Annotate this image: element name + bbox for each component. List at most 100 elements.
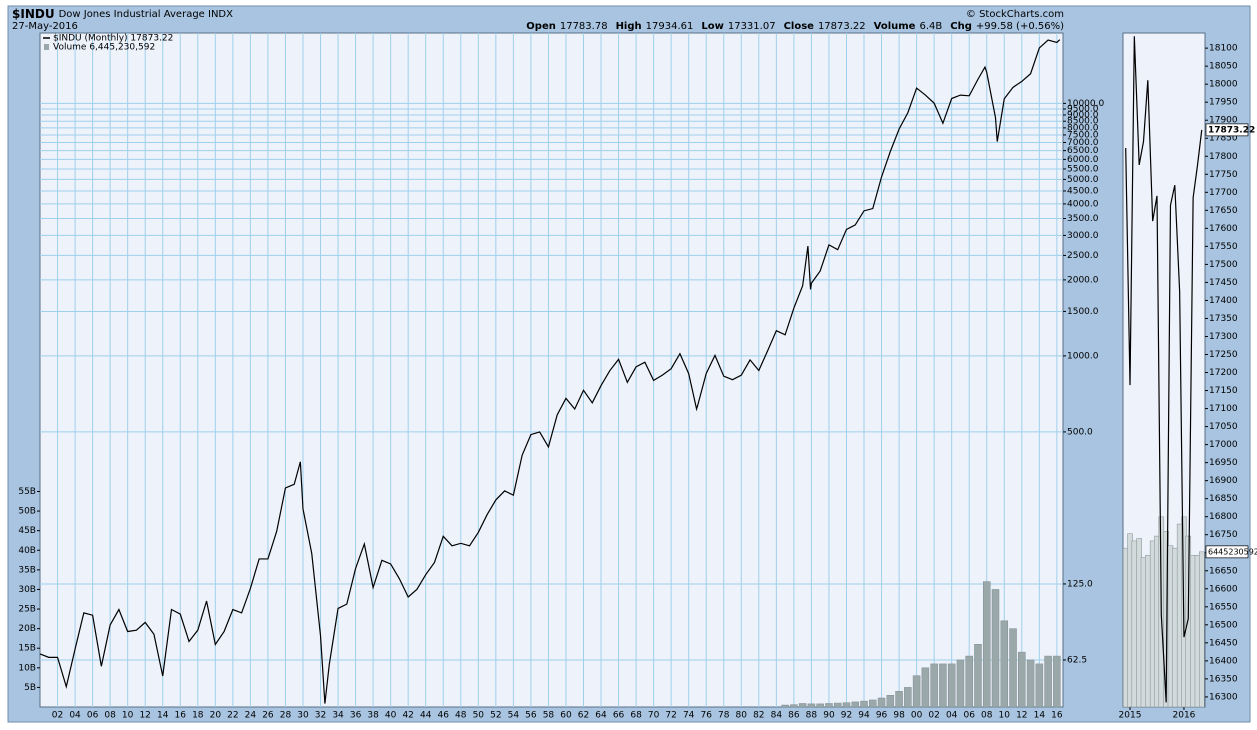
legend-label: Volume 6,445,230,592: [53, 43, 155, 53]
x-tick-label: 08: [104, 711, 116, 721]
y-tick-label: 17850: [1209, 134, 1238, 144]
volume-bar: [1199, 551, 1205, 708]
y2-tick-label: 20B: [18, 624, 36, 634]
volume-bar: [895, 691, 903, 708]
y-tick-label: 17300: [1209, 332, 1238, 342]
x-tick-label: 76: [700, 711, 712, 721]
y-tick-label: 2500.0: [1067, 251, 1099, 261]
y2-tick-label: 15B: [18, 644, 36, 654]
volume-bar: [1053, 655, 1061, 708]
y-tick-label: 16550: [1209, 602, 1238, 612]
volume-bar: [1035, 663, 1044, 708]
y-tick-label: 3000.0: [1067, 231, 1099, 241]
x-tick-label: 16: [1051, 711, 1063, 721]
price-line: [1125, 36, 1203, 703]
x-tick-label: 56: [525, 711, 537, 721]
x-tick-label: 18: [192, 711, 204, 721]
y-tick-label: 17900: [1209, 116, 1238, 126]
credit: © StockCharts.com: [966, 9, 1064, 20]
security-name: Dow Jones Industrial Average INDX: [59, 9, 234, 20]
volume-bar: [816, 703, 824, 708]
volume-bar: [1131, 540, 1138, 708]
y-tick-label: 125.0: [1067, 579, 1093, 589]
y-tick-label: 4000.0: [1067, 199, 1099, 209]
price-line: [39, 39, 1061, 704]
y-tick-label: 17600: [1209, 224, 1238, 234]
y2-tick-label: 10B: [18, 663, 36, 673]
y-tick-label: 17700: [1209, 188, 1238, 198]
x-tick-label: 10: [122, 711, 134, 721]
x-tick-label: 84: [771, 711, 783, 721]
x-tick-label: 46: [438, 711, 450, 721]
y-tick-label: 10000.0: [1067, 99, 1104, 109]
quote-value: 17873.22: [818, 21, 866, 32]
volume-bar: [1044, 655, 1052, 708]
y-tick-label: 5500.0: [1067, 164, 1099, 174]
y2-tick-label: 30B: [18, 585, 36, 595]
x-tick-label: 04: [69, 711, 81, 721]
x-tick-label: 34: [332, 711, 344, 721]
x-tick-label: 64: [595, 711, 607, 721]
y-tick-label: 17200: [1209, 368, 1238, 378]
x-tick-label: 00: [911, 711, 923, 721]
x-tick-label: 12: [1016, 711, 1027, 721]
date: 27-May-2016: [12, 21, 78, 32]
y2-tick-label: 25B: [18, 605, 36, 615]
quote-label: Volume: [874, 21, 916, 32]
x-tick-label: 62: [578, 711, 589, 721]
volume-bar: [869, 699, 877, 708]
x-tick-label: 94: [858, 711, 870, 721]
y2-tick-label: 50B: [18, 507, 36, 517]
y-tick-label: 18050: [1209, 62, 1238, 72]
x-tick-label: 82: [753, 711, 764, 721]
volume-bar: [1000, 620, 1009, 708]
x-tick-label: 14: [157, 711, 169, 721]
y2-tick-label: 5B: [24, 683, 36, 693]
x-tick-label: 16: [175, 711, 187, 721]
y-tick-label: 16800: [1209, 512, 1238, 522]
y-tick-label: 6500.0: [1067, 146, 1099, 156]
quote-value: 6.4B: [919, 21, 942, 32]
x-tick-label: 24: [245, 711, 257, 721]
y-tick-label: 17650: [1209, 206, 1238, 216]
y-tick-label: 17550: [1209, 242, 1238, 252]
x-tick-label: 2016: [1173, 711, 1196, 721]
volume-bar: [877, 697, 886, 708]
y-tick-label: 7500.0: [1067, 130, 1099, 140]
x-tick-label: 50: [473, 711, 485, 721]
x-tick-label: 72: [665, 711, 676, 721]
volume-bar: [807, 703, 816, 708]
y2-tick-label: 55B: [18, 487, 36, 497]
volume-bar: [1009, 628, 1017, 708]
volume-bar: [781, 704, 789, 708]
header-line: $INDU Dow Jones Industrial Average INDX: [12, 7, 233, 21]
y-tick-label: 17050: [1209, 422, 1238, 432]
y-tick-label: 4500.0: [1067, 186, 1099, 196]
x-tick-label: 92: [841, 711, 852, 721]
symbol: $INDU: [12, 7, 55, 21]
volume-bar: [886, 694, 895, 708]
x-tick-label: 88: [806, 711, 818, 721]
value-tag-label: 6445230592: [1208, 547, 1257, 556]
y-tick-label: 17150: [1209, 386, 1238, 396]
x-tick-label: 30: [297, 711, 309, 721]
quote-value: 17331.07: [728, 21, 776, 32]
y-tick-label: 16750: [1209, 530, 1238, 540]
x-tick-label: 22: [227, 711, 238, 721]
y-tick-label: 9500.0: [1067, 105, 1099, 115]
volume-bar: [851, 701, 859, 708]
y-tick-label: 18000: [1209, 80, 1238, 90]
x-tick-label: 58: [543, 711, 555, 721]
quote-label: Low: [701, 21, 723, 32]
quote-label: High: [616, 21, 642, 32]
quote-label: Open: [526, 21, 556, 32]
y-tick-label: 5000.0: [1067, 175, 1099, 185]
volume-bar: [1018, 651, 1026, 708]
y-tick-label: 3500.0: [1067, 214, 1099, 224]
quote-value: 17934.61: [646, 21, 694, 32]
y-tick-label: 62.5: [1067, 655, 1087, 665]
x-tick-label: 08: [981, 711, 993, 721]
x-tick-label: 90: [823, 711, 835, 721]
